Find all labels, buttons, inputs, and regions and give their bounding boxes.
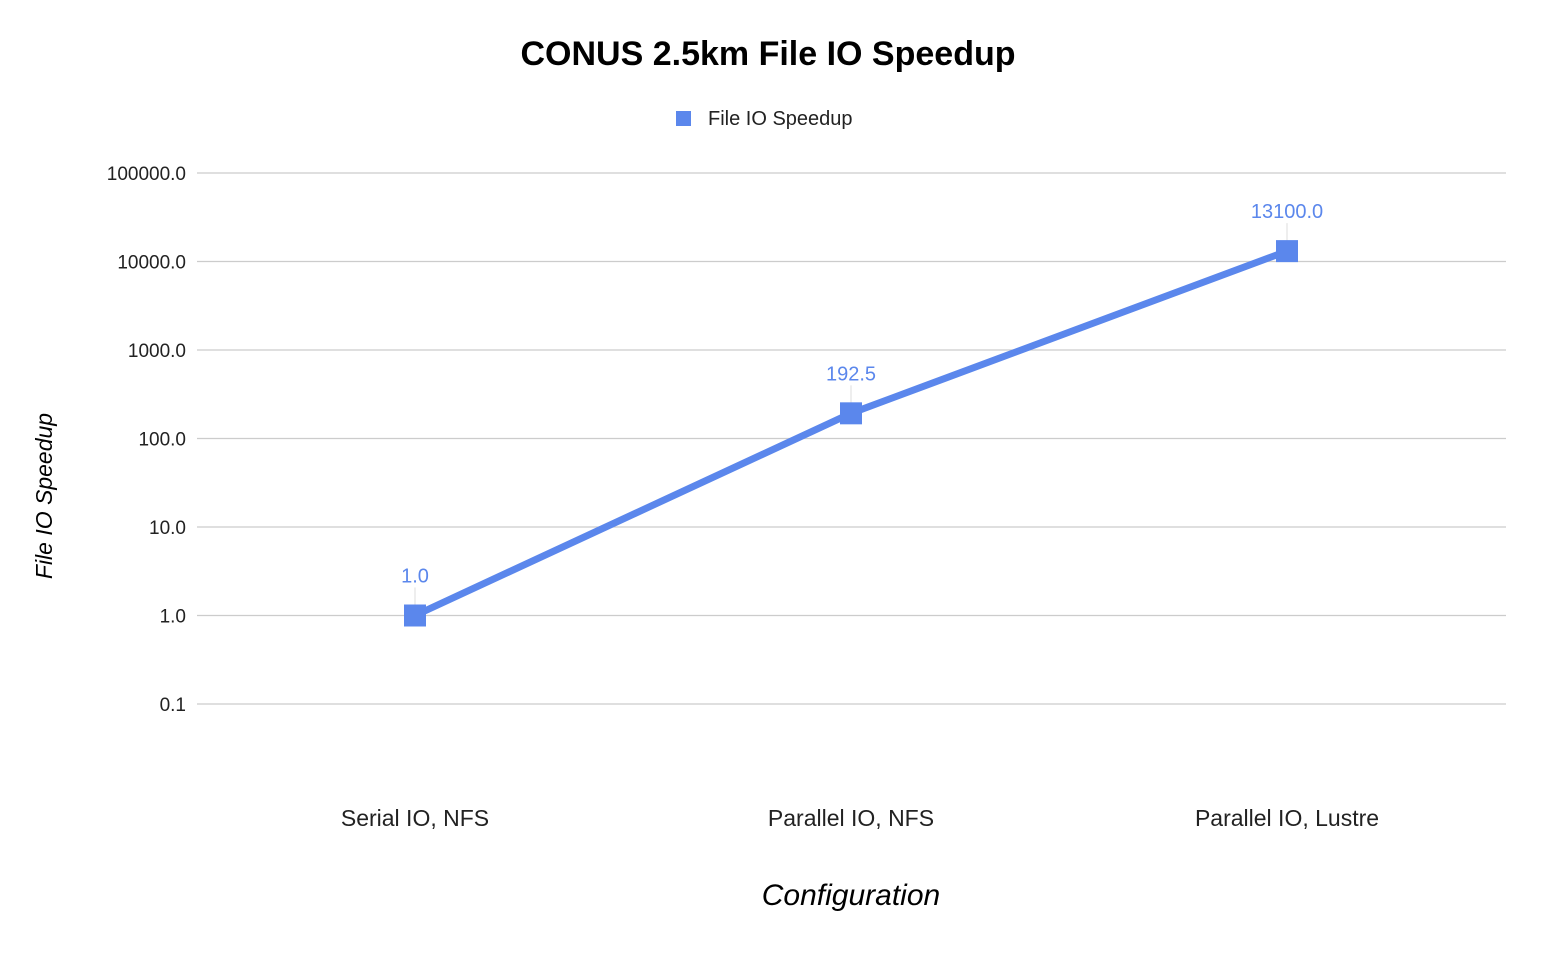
y-tick-label: 100000.0 (107, 164, 186, 185)
series-line (411, 247, 1291, 619)
y-axis-title: File IO Speedup (31, 413, 57, 579)
y-tick-label: 1000.0 (128, 341, 186, 362)
data-point-marker (404, 604, 426, 627)
data-point-marker (840, 402, 862, 425)
x-category-label: Serial IO, NFS (341, 805, 489, 831)
y-tick-label: 1.0 (160, 607, 186, 628)
legend-swatch (676, 111, 691, 126)
chart-title: CONUS 2.5km File IO Speedup (520, 35, 1015, 73)
x-category-label: Parallel IO, Lustre (1195, 805, 1379, 831)
x-category-label: Parallel IO, NFS (768, 805, 934, 831)
y-tick-label: 0.1 (160, 695, 186, 716)
gridlines (197, 172, 1506, 705)
y-tick-label: 10.0 (149, 518, 186, 539)
series-layer: 1.0 192.5 13100.0 (401, 201, 1323, 627)
x-axis-categories: Serial IO, NFS Parallel IO, NFS Parallel I… (341, 805, 1379, 831)
data-point-marker (1276, 240, 1298, 263)
y-axis-ticks: 0.1 1.0 10.0 100.0 1000.0 10000.0 100000.0 (107, 164, 186, 716)
legend: File IO Speedup (676, 108, 853, 130)
y-tick-label: 100.0 (138, 430, 186, 451)
data-label: 192.5 (826, 363, 876, 385)
data-label: 13100.0 (1251, 201, 1323, 223)
x-axis-title: Configuration (762, 879, 940, 912)
legend-label: File IO Speedup (708, 108, 853, 130)
y-tick-label: 10000.0 (117, 253, 186, 274)
data-label: 1.0 (401, 566, 429, 588)
